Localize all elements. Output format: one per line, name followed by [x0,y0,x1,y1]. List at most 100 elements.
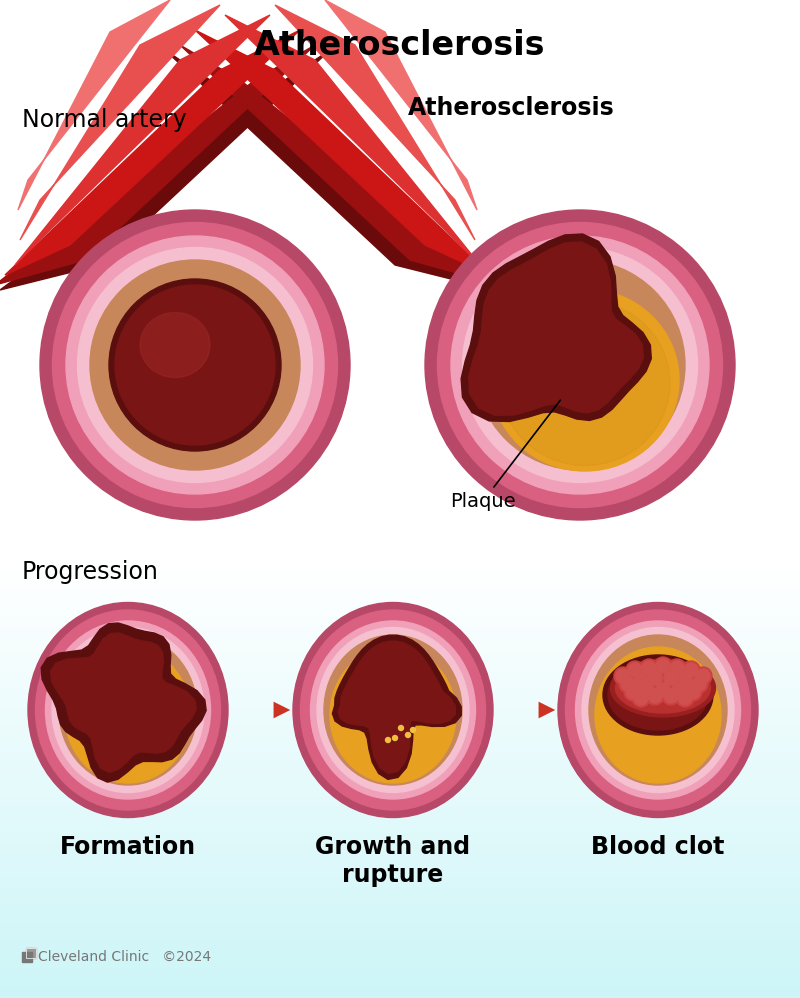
Bar [0,663,800,673]
Bar [0,915,800,925]
Bar [0,654,800,664]
Bar [0,825,800,835]
Circle shape [694,667,712,685]
Bar [0,888,800,898]
Bar [0,960,800,970]
Circle shape [634,673,648,687]
Circle shape [684,683,702,701]
Text: Normal artery: Normal artery [22,108,186,132]
Circle shape [614,667,632,685]
Bar [0,726,800,736]
Circle shape [626,661,644,679]
Polygon shape [332,635,462,779]
Circle shape [676,671,694,689]
Bar [0,924,800,934]
Ellipse shape [109,279,281,451]
Circle shape [626,685,640,699]
Bar [0,555,800,565]
Ellipse shape [595,647,721,783]
Ellipse shape [491,289,679,471]
Bar [0,978,800,988]
Polygon shape [0,50,330,290]
Polygon shape [195,30,490,275]
Text: Atherosclerosis: Atherosclerosis [408,96,614,120]
Circle shape [406,733,410,738]
Bar [0,816,800,826]
Ellipse shape [451,236,709,494]
Ellipse shape [500,300,670,465]
Bar [0,582,800,592]
Circle shape [632,689,650,707]
Circle shape [642,661,656,675]
Bar [0,627,800,637]
Polygon shape [338,641,455,773]
Ellipse shape [46,621,210,799]
Bar [26,948,36,958]
Circle shape [684,663,698,677]
Ellipse shape [52,628,204,792]
Ellipse shape [324,635,462,785]
Bar [0,600,800,610]
Bar [0,798,800,808]
Circle shape [386,738,390,743]
Circle shape [398,726,403,731]
Circle shape [654,681,672,699]
Circle shape [678,691,692,705]
Bar [0,870,800,880]
Circle shape [696,669,710,683]
Circle shape [646,687,664,705]
Ellipse shape [475,260,685,470]
Text: Formation: Formation [60,835,196,859]
Polygon shape [50,633,196,772]
Circle shape [670,661,684,675]
Ellipse shape [566,610,750,810]
Text: Cleveland Clinic   ©2024: Cleveland Clinic ©2024 [38,950,211,964]
Text: Blood clot: Blood clot [591,835,725,859]
Bar [0,591,800,601]
Bar [0,717,800,727]
FancyArrowPatch shape [230,702,290,719]
Polygon shape [275,5,475,240]
Bar [0,753,800,763]
Polygon shape [461,234,651,421]
Ellipse shape [66,236,324,494]
Polygon shape [42,623,206,782]
Circle shape [678,673,692,687]
Text: Atherosclerosis: Atherosclerosis [254,29,546,62]
Bar [0,969,800,979]
Circle shape [686,685,700,699]
Circle shape [648,689,662,703]
Bar [0,861,800,871]
Circle shape [676,689,694,707]
Ellipse shape [35,610,221,810]
Polygon shape [0,45,315,285]
Ellipse shape [582,628,734,792]
Circle shape [634,691,648,705]
Bar [0,744,800,754]
Ellipse shape [310,621,475,799]
Circle shape [664,689,678,703]
Ellipse shape [59,635,197,785]
Ellipse shape [615,663,710,713]
Ellipse shape [53,223,338,508]
Polygon shape [18,0,170,210]
Ellipse shape [603,655,713,735]
Circle shape [628,663,642,677]
Circle shape [670,681,688,699]
Polygon shape [325,0,477,210]
Circle shape [640,659,658,677]
Bar [0,879,800,889]
Bar [0,735,800,745]
Bar [0,852,800,862]
Circle shape [616,669,630,683]
Polygon shape [225,15,480,265]
Ellipse shape [558,603,758,817]
Text: Progression: Progression [22,560,159,584]
Ellipse shape [330,647,456,783]
Bar [0,0,800,555]
Ellipse shape [608,660,708,730]
Ellipse shape [462,248,698,482]
Circle shape [656,659,670,673]
Bar [0,699,800,709]
FancyArrowPatch shape [496,702,555,719]
